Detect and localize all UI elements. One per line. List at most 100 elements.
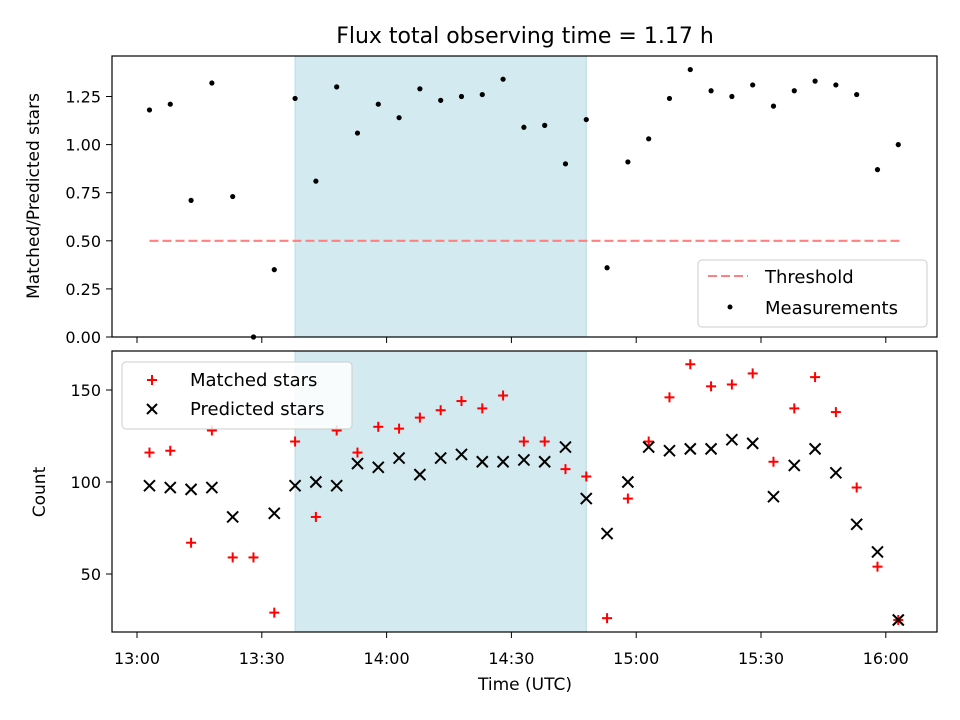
bottom-x-tick-label: 14:30 — [488, 649, 534, 668]
measurement-point — [188, 197, 194, 203]
top-legend: Threshold Measurements — [697, 259, 928, 328]
predicted-star-point — [164, 481, 177, 494]
top-y-tick-label: 1.25 — [65, 88, 101, 107]
matched-star-point — [456, 396, 467, 407]
bottom-x-tick-label: 14:00 — [364, 649, 410, 668]
bottom-x-tick-label: 13:30 — [239, 649, 285, 668]
predicted-star-point — [309, 475, 323, 489]
measurement-point — [895, 142, 901, 148]
measurement-point — [271, 267, 277, 273]
measurement-point — [874, 167, 881, 173]
bottom-plot-area — [143, 359, 905, 627]
predicted-star-point — [788, 459, 801, 472]
bottom-y-tick-label: 150 — [70, 381, 101, 400]
measurement-point — [375, 101, 381, 107]
bottom-x-tick-label: 15:00 — [613, 649, 659, 668]
measurement-point — [604, 265, 610, 271]
measurement-point — [833, 82, 839, 88]
measurement-point — [750, 82, 756, 88]
top-plot-area — [146, 66, 903, 340]
predicted-star-point — [767, 490, 780, 503]
predicted-star-point — [808, 442, 822, 456]
matched-star-point — [622, 493, 633, 504]
matched-star-point — [685, 359, 696, 370]
matched-star-point — [352, 447, 363, 458]
matched-star-point — [186, 537, 197, 548]
predicted-star-point — [871, 545, 884, 559]
predicted-star-point — [829, 466, 843, 480]
predicted-star-point — [184, 483, 198, 496]
measurement-point — [209, 80, 215, 86]
matched-star-point — [789, 403, 800, 414]
matched-star-point — [830, 407, 841, 418]
top-x-ticks — [136, 337, 887, 343]
predicted-star-point — [476, 455, 489, 468]
measurement-point — [396, 115, 402, 121]
predicted-star-point — [850, 518, 863, 531]
measurement-point — [812, 78, 818, 84]
bottom-y-axis-label: Count — [30, 466, 50, 517]
matched-star-point — [498, 390, 509, 401]
predicted-star-point — [205, 481, 219, 494]
top-y-tick-label: 1.00 — [65, 136, 101, 155]
predicted-star-point — [642, 440, 655, 454]
matched-star-point — [664, 392, 675, 403]
predicted-star-point — [330, 479, 343, 492]
matched-star-point — [602, 613, 613, 624]
measurement-point — [542, 122, 548, 128]
measurement-point — [292, 95, 298, 102]
top-legend-box — [697, 259, 928, 328]
predicted-star-point — [684, 442, 697, 456]
measurement-point — [583, 116, 589, 123]
predicted-star-point — [351, 457, 364, 470]
predicted-star-point — [892, 613, 905, 627]
measurement-point — [479, 91, 485, 98]
matched-star-point — [872, 561, 883, 572]
measurement-point — [729, 93, 735, 100]
matched-star-point — [373, 421, 384, 432]
bottom-x-axis: 13:00 13:30 14:00 14:30 15:00 15:30 16:00 — [114, 632, 909, 668]
top-y-tick-label: 0.75 — [65, 184, 101, 203]
bottom-x-tick-label: 16:00 — [863, 649, 909, 668]
matched-star-point — [581, 471, 592, 482]
bottom-axes-frame — [111, 350, 938, 633]
bottom-y-tick-label: 50 — [81, 565, 101, 584]
predicted-star-point — [580, 492, 593, 505]
matched-star-point — [706, 381, 717, 392]
predicted-star-point — [704, 442, 718, 456]
predicted-star-point — [600, 527, 614, 540]
measurement-point — [625, 159, 631, 165]
bottom-y-axis: 50 100 150 — [70, 381, 112, 584]
predicted-star-point — [663, 444, 676, 457]
measurement-point — [521, 124, 527, 130]
matched-star-point — [290, 436, 301, 447]
predicted-star-point — [725, 433, 739, 446]
x-axis-label: Time (UTC) — [477, 675, 572, 695]
matched-star-point — [269, 607, 280, 618]
predicted-star-point — [392, 451, 406, 465]
top-panel: 0.00 0.25 0.50 0.75 1.00 1.25 Matched/Predict… — [24, 55, 938, 347]
predicted-star-point — [517, 453, 531, 467]
matched-star-point — [851, 482, 862, 493]
bottom-y-tick-label: 100 — [70, 473, 101, 492]
matched-star-point — [747, 368, 758, 379]
legend-predicted-swatch — [146, 403, 158, 415]
matched-star-point — [518, 436, 529, 447]
predicted-star-point — [621, 475, 635, 489]
predicted-star-point — [559, 440, 572, 454]
measurement-point — [354, 130, 361, 136]
top-y-tick-label: 0.00 — [65, 328, 101, 347]
measurement-point — [334, 84, 340, 90]
matched-star-point — [726, 379, 737, 390]
predicted-star-point — [538, 455, 551, 468]
bottom-legend: Matched stars Predicted stars — [121, 361, 353, 430]
matched-star-point — [248, 552, 259, 563]
bottom-legend-box — [121, 361, 353, 430]
measurement-point — [687, 66, 693, 73]
top-y-tick-label: 0.25 — [65, 280, 101, 299]
legend-predicted-label: Predicted stars — [190, 399, 324, 420]
measurement-point — [146, 107, 153, 113]
matched-star-point — [477, 403, 488, 414]
